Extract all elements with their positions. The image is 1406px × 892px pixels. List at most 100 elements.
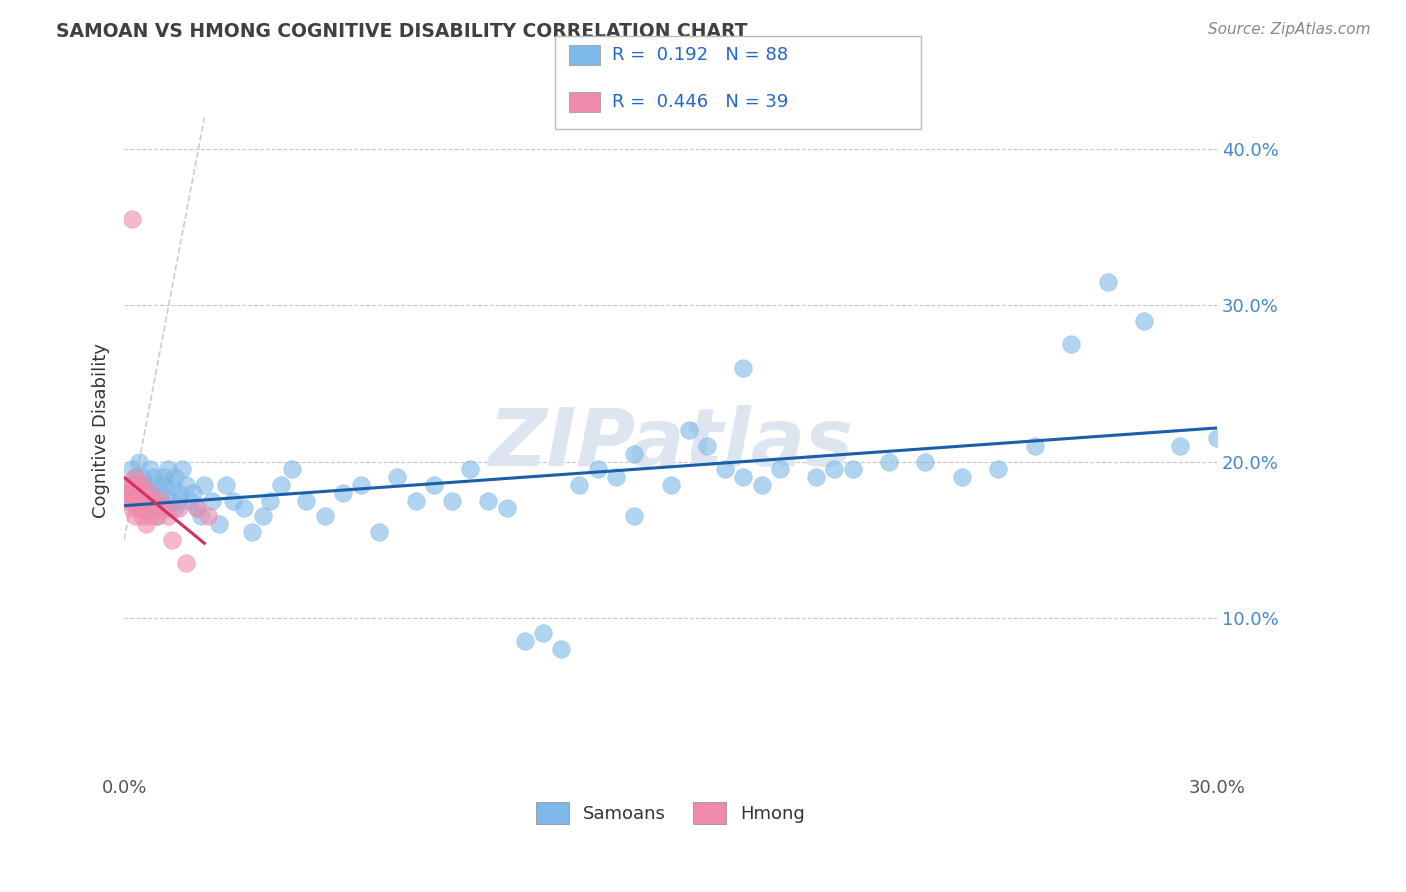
Point <box>914 454 936 468</box>
Point <box>586 462 609 476</box>
Point <box>240 524 263 539</box>
Point <box>513 634 536 648</box>
Point <box>135 516 157 531</box>
Point <box>142 493 165 508</box>
Point <box>131 493 153 508</box>
Point <box>222 493 245 508</box>
Point <box>751 478 773 492</box>
Point <box>186 501 208 516</box>
Point <box>387 470 409 484</box>
Point <box>142 501 165 516</box>
Point <box>197 509 219 524</box>
Point <box>131 501 153 516</box>
Point <box>149 485 172 500</box>
Point <box>423 478 446 492</box>
Point <box>138 485 160 500</box>
Point <box>193 478 215 492</box>
Point <box>117 493 139 508</box>
Point <box>138 493 160 508</box>
Legend: Samoans, Hmong: Samoans, Hmong <box>536 802 804 823</box>
Point <box>135 493 157 508</box>
Point <box>804 470 827 484</box>
Point <box>950 470 973 484</box>
Point <box>165 501 187 516</box>
Point <box>121 462 143 476</box>
Point <box>1170 439 1192 453</box>
Point <box>131 470 153 484</box>
Point <box>190 509 212 524</box>
Point <box>1205 431 1227 445</box>
Point <box>186 501 208 516</box>
Point <box>568 478 591 492</box>
Point <box>1097 275 1119 289</box>
Point <box>128 478 150 492</box>
Point <box>623 509 645 524</box>
Text: SAMOAN VS HMONG COGNITIVE DISABILITY CORRELATION CHART: SAMOAN VS HMONG COGNITIVE DISABILITY COR… <box>56 22 748 41</box>
Point <box>131 478 153 492</box>
Point <box>124 493 146 508</box>
Point <box>142 470 165 484</box>
Point <box>1060 337 1083 351</box>
Point <box>156 501 179 516</box>
Point <box>131 493 153 508</box>
Point <box>156 462 179 476</box>
Point <box>259 493 281 508</box>
Point <box>153 470 176 484</box>
Text: Source: ZipAtlas.com: Source: ZipAtlas.com <box>1208 22 1371 37</box>
Point <box>281 462 304 476</box>
Text: R =  0.192   N = 88: R = 0.192 N = 88 <box>612 46 787 64</box>
Point <box>121 478 143 492</box>
Point <box>128 485 150 500</box>
Point <box>121 212 143 227</box>
Point <box>117 478 139 492</box>
Point <box>440 493 463 508</box>
Point <box>124 470 146 484</box>
Point <box>167 485 190 500</box>
Point <box>368 524 391 539</box>
Point <box>153 478 176 492</box>
Point <box>769 462 792 476</box>
Point <box>160 478 183 492</box>
Point <box>1133 314 1156 328</box>
Point <box>405 493 427 508</box>
Point <box>733 360 755 375</box>
Point <box>987 462 1010 476</box>
Point <box>458 462 481 476</box>
Point <box>350 478 373 492</box>
Point <box>733 470 755 484</box>
Point <box>135 478 157 492</box>
Point <box>167 493 190 508</box>
Point <box>252 509 274 524</box>
Point <box>165 470 187 484</box>
Point <box>138 462 160 476</box>
Point <box>149 493 172 508</box>
Point <box>841 462 863 476</box>
Point <box>138 485 160 500</box>
Text: R =  0.446   N = 39: R = 0.446 N = 39 <box>612 93 787 111</box>
Point <box>823 462 845 476</box>
Point <box>128 454 150 468</box>
Point <box>149 493 172 508</box>
Point <box>714 462 737 476</box>
Point <box>477 493 499 508</box>
Point <box>135 501 157 516</box>
Point <box>131 509 153 524</box>
Point <box>160 493 183 508</box>
Point <box>678 423 700 437</box>
Point <box>174 556 197 570</box>
Point <box>124 470 146 484</box>
Point <box>146 509 169 524</box>
Point <box>124 478 146 492</box>
Point <box>135 501 157 516</box>
Y-axis label: Cognitive Disability: Cognitive Disability <box>93 343 110 517</box>
Point <box>295 493 318 508</box>
Point <box>623 447 645 461</box>
Point <box>117 478 139 492</box>
Point <box>121 493 143 508</box>
Point <box>201 493 224 508</box>
Point <box>146 509 169 524</box>
Point <box>124 509 146 524</box>
Point <box>233 501 256 516</box>
Point <box>605 470 627 484</box>
Point <box>215 478 238 492</box>
